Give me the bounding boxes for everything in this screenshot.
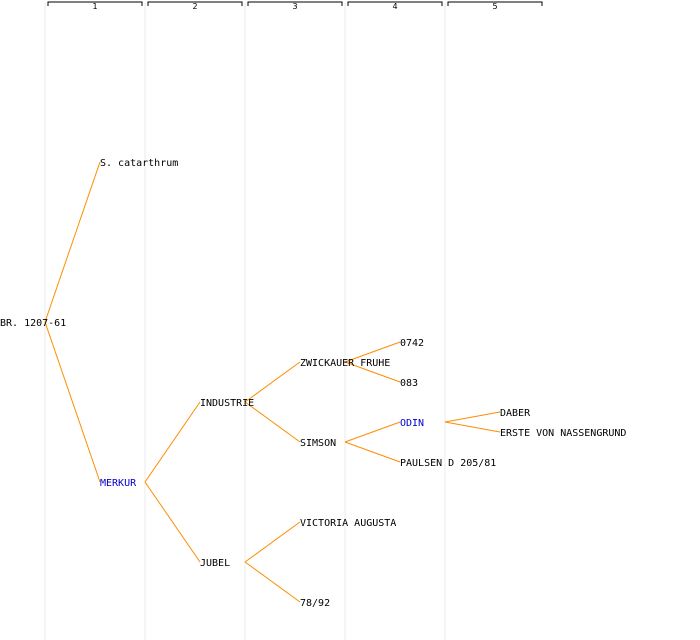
node-br[interactable]: BR. 1207-61 <box>0 318 66 329</box>
edge-simson-paulsen <box>344 441 401 463</box>
edge-odin-daber <box>444 411 501 423</box>
node-n0742[interactable]: 0742 <box>400 338 424 349</box>
node-erste[interactable]: ERSTE VON NASSENGRUND <box>500 428 626 439</box>
edge-jubel-victoria <box>244 521 301 563</box>
edge-zwickauer-n083 <box>344 361 401 383</box>
node-merkur[interactable]: MERKUR <box>100 478 137 489</box>
column-number-2: 2 <box>192 2 197 11</box>
node-scat[interactable]: S. catarthrum <box>100 158 178 169</box>
column-bracket-2 <box>147 1 243 6</box>
edge-zwickauer-n0742 <box>344 341 401 363</box>
column-bracket-5 <box>447 1 543 6</box>
node-odin[interactable]: ODIN <box>400 418 424 429</box>
edge-jubel-n7892 <box>244 561 301 603</box>
node-paulsen[interactable]: PAULSEN D 205/81 <box>400 458 496 469</box>
edge-br-scat <box>44 161 101 323</box>
node-daber[interactable]: DABER <box>500 408 531 419</box>
tree-edges <box>44 161 501 603</box>
column-headers: 1 2 3 4 5 <box>47 1 543 11</box>
column-bracket-3 <box>247 1 343 6</box>
node-n7892[interactable]: 78/92 <box>300 598 330 609</box>
node-industrie[interactable]: INDUSTRIE <box>200 398 254 409</box>
column-number-1: 1 <box>92 2 97 11</box>
edge-industrie-zwickauer <box>244 361 301 403</box>
column-bracket-1 <box>47 1 143 6</box>
node-n083[interactable]: 083 <box>400 378 418 389</box>
node-victoria[interactable]: VICTORIA AUGUSTA <box>300 518 396 529</box>
node-jubel[interactable]: JUBEL <box>200 558 230 569</box>
node-simson[interactable]: SIMSON <box>300 438 336 449</box>
edge-merkur-jubel <box>144 481 201 563</box>
column-number-3: 3 <box>292 2 297 11</box>
column-bracket-4 <box>347 1 443 6</box>
node-zwickauer[interactable]: ZWICKAUER FRUHE <box>300 358 390 369</box>
column-guides <box>44 3 446 640</box>
edge-merkur-industrie <box>144 401 201 483</box>
edge-odin-erste <box>444 421 501 433</box>
edge-br-merkur <box>44 321 101 483</box>
edge-simson-odin <box>344 421 401 443</box>
tree-labels: BR. 1207-61 S. catarthrum MERKUR INDUSTRIE J… <box>0 158 626 609</box>
column-number-5: 5 <box>492 2 497 11</box>
column-number-4: 4 <box>392 2 397 11</box>
edge-industrie-simson <box>244 401 301 443</box>
